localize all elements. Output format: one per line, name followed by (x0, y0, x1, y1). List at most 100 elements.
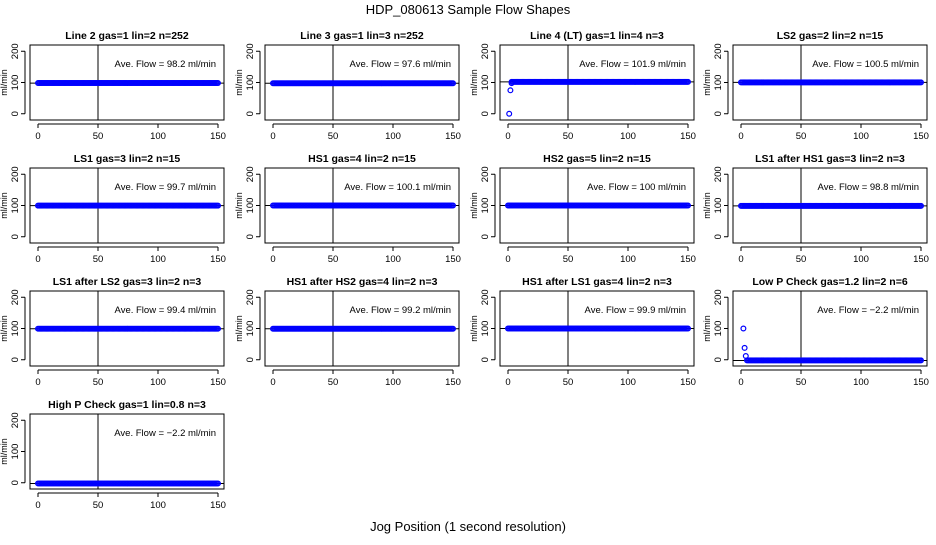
y-tick-label: 200 (713, 166, 724, 182)
x-tick-label: 0 (505, 131, 510, 142)
average-flow-label: Ave. Flow = 98.8 ml/min (818, 182, 919, 193)
panel-title: LS1 after LS2 gas=3 lin=2 n=3 (53, 276, 202, 288)
average-flow-label: Ave. Flow = −2.2 ml/min (114, 428, 216, 439)
x-tick-label: 50 (93, 500, 104, 511)
x-tick-label: 0 (270, 131, 275, 142)
x-tick-label: 150 (210, 377, 226, 388)
x-tick-label: 50 (563, 377, 574, 388)
x-tick-label: 0 (505, 377, 510, 388)
x-tick-label: 150 (913, 254, 929, 265)
plot-frame (29, 413, 225, 490)
panel-title: High P Check gas=1 lin=0.8 n=3 (48, 399, 206, 411)
x-tick-label: 50 (563, 254, 574, 265)
x-tick-label: 50 (93, 254, 104, 265)
data-point (507, 87, 514, 94)
data-point (917, 79, 924, 86)
y-axis-label: ml/min (702, 69, 712, 96)
data-point (215, 80, 222, 87)
x-tick-label: 0 (270, 254, 275, 265)
x-tick-label: 150 (210, 254, 226, 265)
panel-title: Low P Check gas=1.2 lin=2 n=6 (752, 276, 907, 288)
plot-frame (264, 44, 460, 121)
x-tick-label: 0 (35, 377, 40, 388)
x-tick-label: 50 (328, 131, 339, 142)
y-tick-label: 200 (10, 289, 21, 305)
x-tick-label: 0 (35, 254, 40, 265)
y-axis-label: ml/min (0, 315, 9, 342)
y-tick-label: 200 (713, 43, 724, 59)
y-axis-label: ml/min (234, 69, 244, 96)
y-tick-label: 100 (480, 198, 491, 214)
x-tick-label: 0 (738, 254, 743, 265)
average-flow-label: Ave. Flow = −2.2 ml/min (817, 305, 919, 316)
panel-title: HS1 after HS2 gas=4 lin=2 n=3 (287, 276, 438, 288)
y-tick-label: 0 (245, 234, 256, 239)
panel-title: LS1 gas=3 lin=2 n=15 (74, 153, 181, 165)
panel-title: LS1 after HS1 gas=3 lin=2 n=3 (755, 153, 905, 165)
y-tick-label: 200 (10, 166, 21, 182)
average-flow-label: Ave. Flow = 100.1 ml/min (344, 182, 451, 193)
x-tick-label: 0 (505, 254, 510, 265)
x-tick-label: 50 (796, 254, 807, 265)
data-point (215, 202, 222, 209)
data-point (917, 202, 924, 209)
x-tick-label: 150 (913, 131, 929, 142)
y-tick-label: 0 (245, 357, 256, 362)
panel-title: LS2 gas=2 lin=2 n=15 (777, 30, 884, 42)
data-point (215, 325, 222, 332)
x-tick-label: 100 (385, 377, 401, 388)
y-tick-label: 100 (480, 75, 491, 91)
x-tick-label: 100 (385, 131, 401, 142)
y-tick-label: 0 (10, 357, 21, 362)
y-tick-label: 100 (713, 198, 724, 214)
y-tick-label: 100 (480, 321, 491, 337)
chart-panel: LS1 gas=3 lin=2 n=15 0 100 200 ml/min 0 50 100 1… (0, 153, 226, 265)
average-flow-label: Ave. Flow = 101.9 ml/min (579, 59, 686, 70)
x-tick-label: 100 (385, 254, 401, 265)
data-point (917, 357, 924, 364)
y-tick-label: 100 (10, 198, 21, 214)
y-axis-label: ml/min (469, 192, 479, 219)
x-tick-label: 50 (93, 377, 104, 388)
y-tick-label: 0 (10, 234, 21, 239)
x-tick-label: 0 (738, 377, 743, 388)
x-tick-label: 50 (328, 254, 339, 265)
chart-panel: LS1 after HS1 gas=3 lin=2 n=3 0 100 200ml/m… (702, 153, 929, 265)
y-tick-label: 200 (245, 166, 256, 182)
y-tick-label: 200 (480, 289, 491, 305)
x-tick-label: 50 (796, 131, 807, 142)
panel-title: HS1 after LS1 gas=4 lin=2 n=3 (522, 276, 672, 288)
x-tick-label: 100 (620, 131, 636, 142)
x-tick-label: 150 (680, 377, 696, 388)
data-point (450, 325, 457, 332)
plot-frame (499, 44, 695, 121)
x-tick-label: 100 (853, 131, 869, 142)
panel-title: Line 2 gas=1 lin=2 n=252 (65, 30, 189, 42)
y-axis-label: ml/min (0, 438, 9, 465)
y-tick-label: 200 (10, 43, 21, 59)
y-tick-label: 200 (245, 43, 256, 59)
x-tick-label: 50 (93, 131, 104, 142)
y-tick-label: 0 (10, 111, 21, 116)
y-tick-label: 100 (10, 444, 21, 460)
x-tick-label: 50 (328, 377, 339, 388)
y-axis-label: ml/min (702, 315, 712, 342)
y-tick-label: 200 (713, 289, 724, 305)
y-tick-label: 100 (713, 321, 724, 337)
y-axis-label: ml/min (0, 192, 9, 219)
panel-title: HS2 gas=5 lin=2 n=15 (543, 153, 651, 165)
y-axis-label: ml/min (702, 192, 712, 219)
y-tick-label: 200 (10, 412, 21, 428)
x-tick-label: 150 (913, 377, 929, 388)
y-tick-label: 200 (245, 289, 256, 305)
x-tick-label: 150 (210, 131, 226, 142)
y-tick-label: 100 (245, 198, 256, 214)
y-tick-label: 0 (245, 111, 256, 116)
data-point (450, 202, 457, 209)
plot-frame (29, 44, 225, 121)
data-point (684, 202, 691, 209)
x-tick-label: 50 (563, 131, 574, 142)
average-flow-label: Ave. Flow = 99.2 ml/min (350, 305, 451, 316)
data-point (742, 353, 749, 360)
